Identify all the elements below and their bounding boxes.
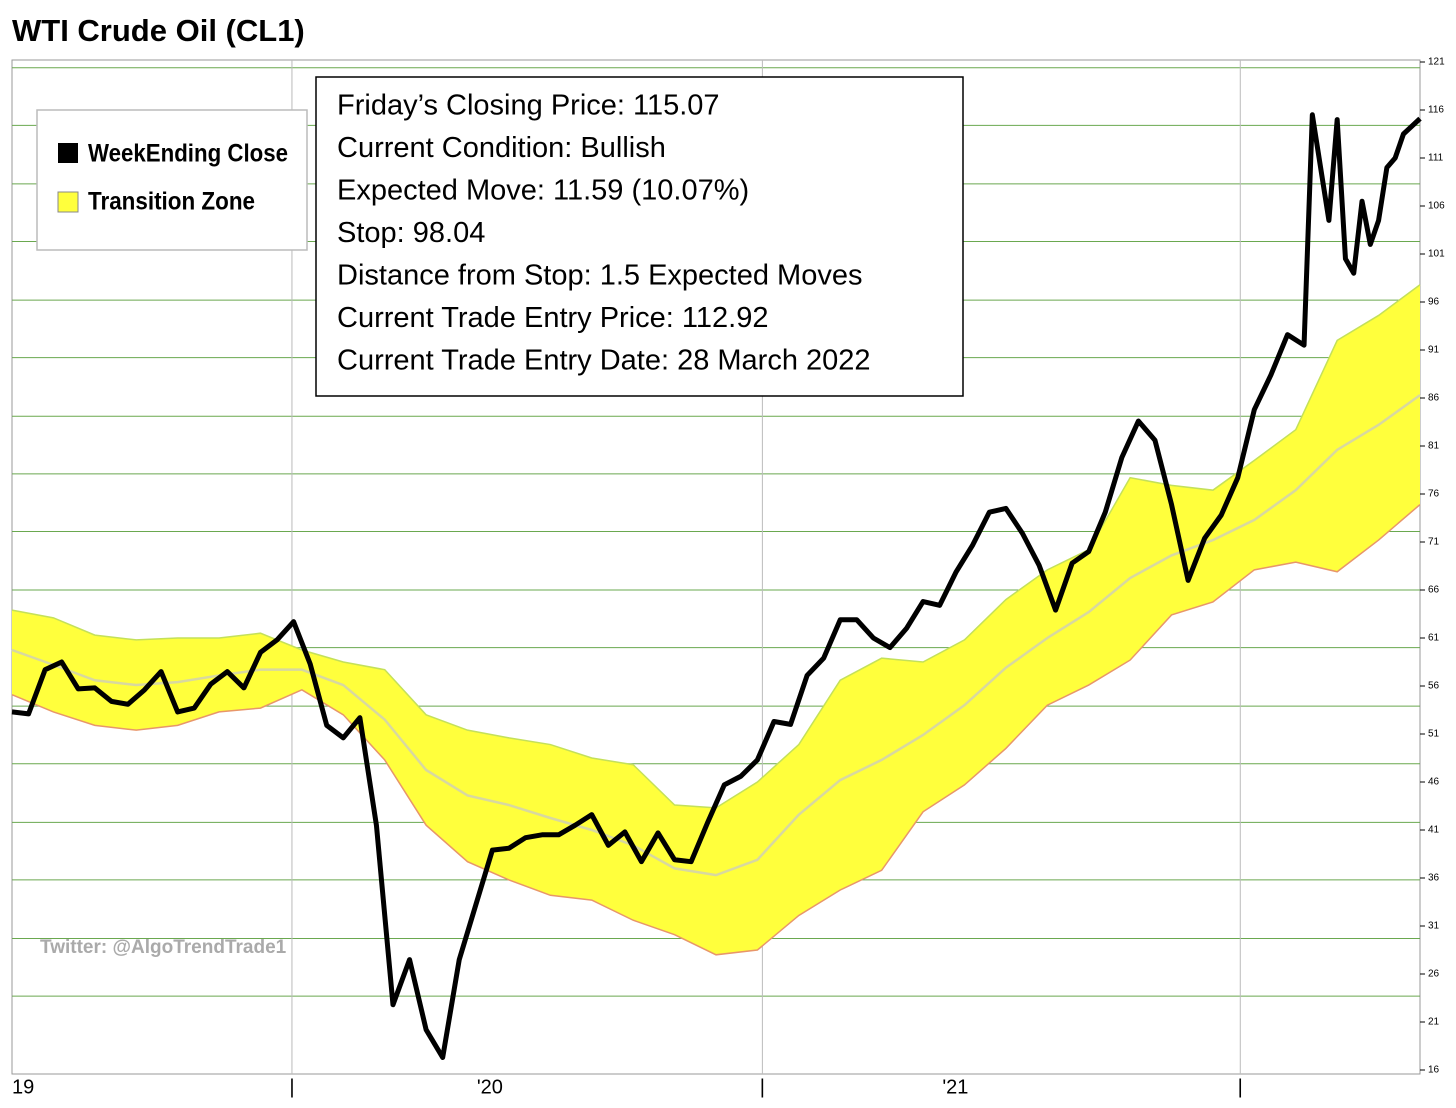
info-box <box>315 76 964 397</box>
info-line: Current Trade Entry Date: 28 March 2022 <box>337 345 871 377</box>
info-line: Stop: 98.04 <box>337 217 485 249</box>
legend-box <box>36 109 308 251</box>
y-tick-label: 106 <box>1428 201 1445 212</box>
y-tick-label: 31 <box>1428 921 1440 932</box>
y-tick-label: 101 <box>1428 249 1445 260</box>
legend-label: WeekEnding Close <box>88 140 288 168</box>
y-tick-label: 46 <box>1428 777 1440 788</box>
legend-label: Transition Zone <box>88 188 255 216</box>
y-tick-label: 91 <box>1428 345 1440 356</box>
y-tick-label: 111 <box>1428 153 1444 164</box>
y-tick-label: 121 <box>1428 57 1445 68</box>
watermark: Twitter: @AlgoTrendTrade1 <box>40 937 287 958</box>
y-tick-label: 36 <box>1428 873 1440 884</box>
info-line: Expected Move: 11.59 (10.07%) <box>337 175 749 207</box>
x-tick-label: '21 <box>942 1076 968 1098</box>
info-line: Friday’s Closing Price: 115.07 <box>337 90 720 122</box>
y-tick-label: 86 <box>1428 393 1440 404</box>
y-tick-label: 96 <box>1428 297 1440 308</box>
band-mid <box>11 394 1421 877</box>
x-tick-label: | <box>289 1076 294 1098</box>
info-line: Current Trade Entry Price: 112.92 <box>337 302 768 334</box>
y-tick-label: 26 <box>1428 969 1440 980</box>
chart-title: WTI Crude Oil (CL1) <box>12 13 305 48</box>
band-lower <box>11 503 1421 956</box>
y-tick-label: 71 <box>1428 537 1440 548</box>
y-tick-label: 81 <box>1428 441 1440 452</box>
x-tick-label: 19 <box>12 1076 34 1098</box>
y-tick-label: 21 <box>1428 1017 1440 1028</box>
y-tick-label: 76 <box>1428 489 1440 500</box>
y-tick-label: 41 <box>1428 825 1440 836</box>
y-tick-label: 116 <box>1428 105 1444 116</box>
y-tick-label: 56 <box>1428 681 1440 692</box>
x-tick-label: '20 <box>477 1076 503 1098</box>
y-tick-label: 16 <box>1428 1065 1440 1076</box>
x-tick-label: | <box>1238 1076 1243 1098</box>
band-fill <box>12 284 1420 955</box>
y-tick-label: 61 <box>1428 633 1440 644</box>
legend-swatch <box>58 143 78 163</box>
info-line: Current Condition: Bullish <box>337 132 666 164</box>
price-line <box>11 112 1422 1061</box>
x-tick-label: | <box>760 1076 765 1098</box>
info-line: Distance from Stop: 1.5 Expected Moves <box>337 260 862 292</box>
y-tick-label: 51 <box>1428 729 1440 740</box>
legend-swatch <box>57 191 79 213</box>
y-tick-label: 66 <box>1428 585 1440 596</box>
